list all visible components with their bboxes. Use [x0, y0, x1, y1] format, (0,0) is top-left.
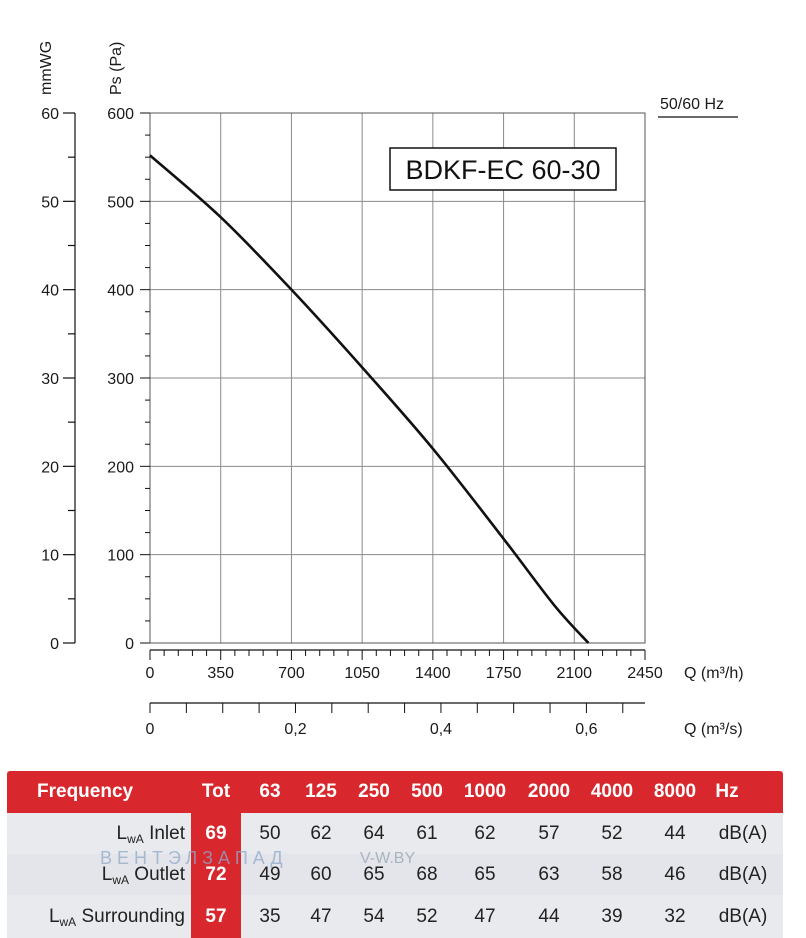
header-band-4000: 4000 — [590, 781, 634, 802]
x-tick-label: 0 — [146, 665, 155, 682]
row-value: 47 — [474, 905, 496, 927]
row-value: 47 — [310, 905, 332, 927]
row-value: 50 — [259, 822, 281, 844]
row-unit: dB(A) — [718, 905, 768, 927]
sound-power-table: Frequency Tot 63 125 250 500 1000 2000 4… — [7, 771, 783, 938]
x2-tick-label: 0,4 — [430, 721, 452, 738]
x2-tick-label: 0,2 — [284, 721, 306, 738]
watermark-site: V-W.BY — [360, 850, 416, 867]
header-band-2000: 2000 — [527, 781, 571, 802]
x-axis-title: Q (m³/h) — [684, 665, 744, 682]
header-band-250: 250 — [358, 781, 390, 802]
series-line-fan-curve — [149, 154, 590, 644]
header-band-500: 500 — [411, 781, 443, 802]
y-right-tick-label: 300 — [107, 371, 134, 388]
row-value: 63 — [538, 863, 560, 885]
y-left-tick-label: 0 — [50, 636, 59, 653]
chart-grid — [149, 112, 646, 644]
row-value: 58 — [601, 863, 623, 885]
header-band-1000: 1000 — [463, 781, 507, 802]
x-tick-label: 1050 — [344, 665, 380, 682]
y-right-tick-label: 500 — [107, 194, 134, 211]
x-tick-label: 1750 — [486, 665, 522, 682]
row-value: 68 — [416, 863, 438, 885]
y-left-tick-label: 20 — [41, 459, 59, 476]
header-tot: Tot — [191, 771, 241, 813]
row-unit: dB(A) — [718, 863, 768, 885]
x-tick-label: 700 — [278, 665, 305, 682]
row-value: 65 — [363, 863, 385, 885]
row-value: 35 — [259, 905, 281, 927]
row-value: 52 — [416, 905, 438, 927]
model-label-box — [389, 147, 617, 191]
y-right-tick-label: 200 — [107, 459, 134, 476]
row-value: 49 — [259, 863, 281, 885]
table-header-row: Frequency Tot 63 125 250 500 1000 2000 4… — [7, 771, 783, 813]
y-right-axis-title: Ps (Pa) — [108, 42, 125, 95]
row-value: 57 — [538, 822, 560, 844]
row-value: 62 — [474, 822, 496, 844]
y-left-tick-label: 60 — [41, 106, 59, 123]
y-right-tick-label: 600 — [107, 106, 134, 123]
y-right-tick-label: 100 — [107, 548, 134, 565]
frequency-label: 50/60 Hz — [660, 96, 724, 113]
header-band-8000: 8000 — [653, 781, 697, 802]
y-right-tick-label: 0 — [125, 636, 134, 653]
row-value: 52 — [601, 822, 623, 844]
row-value: 39 — [601, 905, 623, 927]
row-tot: 57 — [191, 895, 241, 938]
row-unit: dB(A) — [718, 822, 768, 844]
x-tick-label: 2450 — [627, 665, 663, 682]
y-left-tick-label: 40 — [41, 283, 59, 300]
row-value: 44 — [664, 822, 686, 844]
row-value: 62 — [310, 822, 332, 844]
row-value: 61 — [416, 822, 438, 844]
row-value: 54 — [363, 905, 385, 927]
y-left-tick-label: 50 — [41, 194, 59, 211]
x-tick-label: 350 — [207, 665, 234, 682]
y-left-tick-label: 30 — [41, 371, 59, 388]
row-value: 44 — [538, 905, 560, 927]
y-left-tick-label: 10 — [41, 548, 59, 565]
chart-ticks — [63, 112, 646, 713]
y-left-axis-title: mmWG — [38, 41, 55, 95]
row-value: 60 — [310, 863, 332, 885]
header-band-125: 125 — [305, 781, 337, 802]
x2-tick-label: 0 — [146, 721, 155, 738]
y-right-tick-label: 400 — [107, 283, 134, 300]
row-value: 64 — [363, 822, 385, 844]
header-unit: Hz — [715, 781, 739, 802]
x-tick-label: 1400 — [415, 665, 451, 682]
x-tick-label: 2100 — [556, 665, 592, 682]
header-frequency-label: Frequency — [37, 781, 134, 802]
row-value: 65 — [474, 863, 496, 885]
row-tot: 72 — [191, 854, 241, 895]
x2-axis-title: Q (m³/s) — [684, 721, 743, 738]
header-band-63: 63 — [259, 781, 281, 802]
row-tot: 69 — [191, 813, 241, 854]
row-value: 32 — [664, 905, 686, 927]
chart-title: BDKF-EC 60-30 — [405, 155, 600, 185]
x2-tick-label: 0,6 — [575, 721, 597, 738]
row-value: 46 — [664, 863, 686, 885]
watermark-brand: ВЕНТЭЛЗАПАД — [100, 848, 288, 868]
